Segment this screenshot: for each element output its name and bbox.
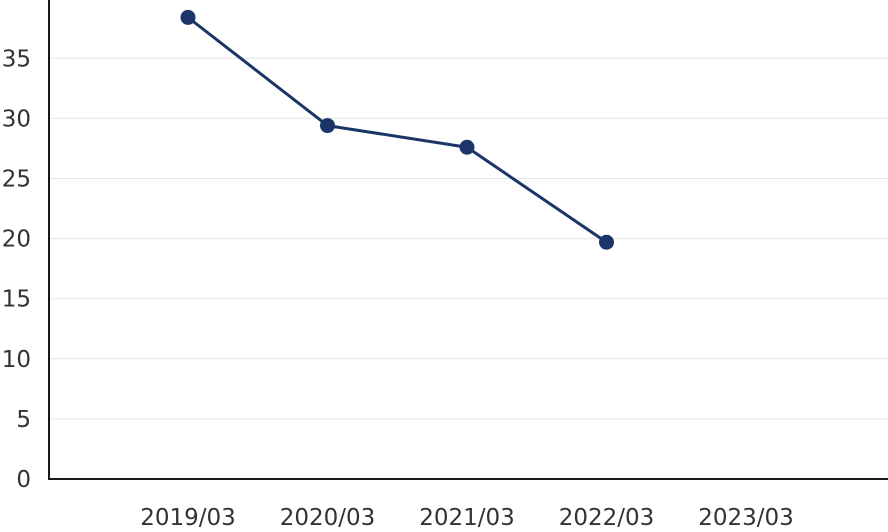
data-point bbox=[180, 9, 196, 25]
y-tick-label: 35 bbox=[2, 46, 31, 72]
y-tick-label: 20 bbox=[2, 227, 31, 253]
y-tick-label: 0 bbox=[16, 467, 31, 493]
data-point bbox=[320, 118, 335, 134]
x-tick-label: 2021/03 bbox=[419, 505, 515, 531]
y-tick-labels: 0 5 10 15 20 25 30 35 bbox=[2, 46, 31, 493]
x-tick-label: 2023/03 bbox=[698, 505, 794, 531]
data-point bbox=[459, 139, 475, 155]
series-layer bbox=[180, 9, 614, 250]
x-tick-labels: 2019/03 2020/03 2021/03 2022/03 2023/03 bbox=[140, 505, 794, 531]
y-tick-label: 15 bbox=[2, 287, 31, 313]
grid-lines bbox=[49, 57, 888, 420]
y-tick-label: 10 bbox=[2, 347, 31, 373]
x-tick-label: 2022/03 bbox=[559, 505, 655, 531]
x-tick-label: 2020/03 bbox=[280, 505, 376, 531]
y-tick-label: 30 bbox=[2, 106, 31, 132]
y-tick-label: 25 bbox=[2, 167, 31, 193]
axes bbox=[48, 0, 888, 480]
series-line bbox=[186, 15, 608, 244]
x-tick-label: 2019/03 bbox=[140, 505, 236, 531]
y-tick-label: 5 bbox=[16, 407, 31, 433]
data-point bbox=[599, 234, 614, 250]
